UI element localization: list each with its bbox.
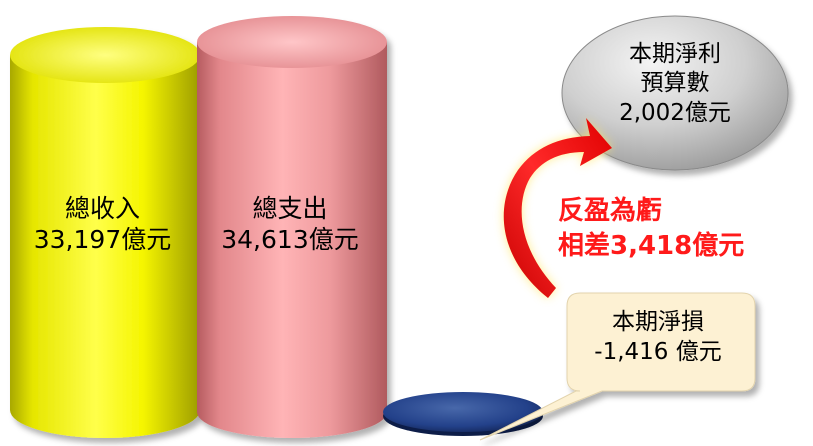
expense-cylinder [197,16,387,438]
income-label: 總收入 33,197億元 [0,193,205,256]
loss-title: 本期淨損 [612,309,704,335]
budget-label: 本期淨利 預算數 2,002億元 [585,40,765,128]
income-cylinder [10,27,200,438]
loss-amount: -1,416 億元 [594,338,722,365]
expense-amount: 34,613億元 [221,225,359,255]
expense-title: 總支出 [252,194,328,223]
income-title: 總收入 [64,194,140,223]
swing-arrow [503,118,612,298]
swing-line1: 反盈為虧 [558,196,663,226]
loss-label: 本期淨損 -1,416 億元 [568,308,748,368]
swing-line2: 相差3,418億元 [558,231,745,262]
income-amount: 33,197億元 [33,225,172,255]
budget-bubble [561,15,789,171]
net-loss-callout [479,292,756,441]
net-loss-disk [383,392,543,436]
swing-label: 反盈為虧 相差3,418億元 [548,194,813,264]
budget-amount: 2,002億元 [619,99,731,126]
budget-line1: 本期淨利 [629,41,721,67]
budget-line2: 預算數 [640,70,710,97]
expense-label: 總支出 34,613億元 [190,193,390,256]
